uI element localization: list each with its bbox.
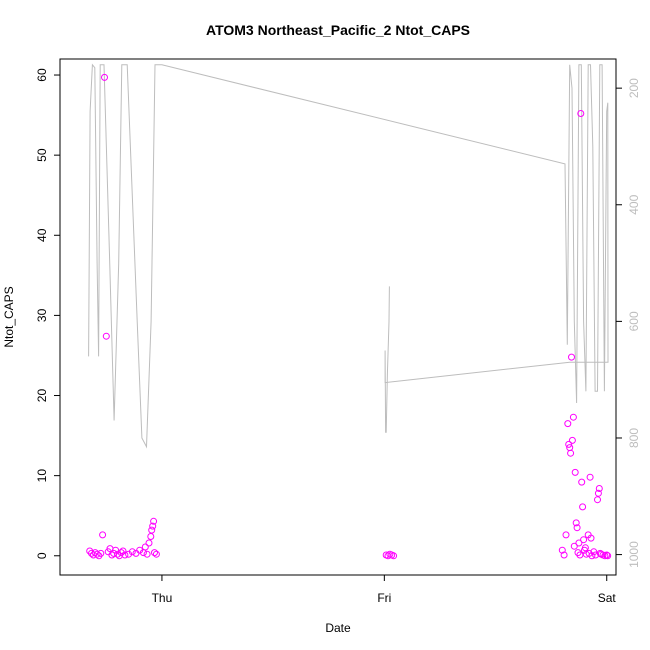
data-point — [560, 551, 568, 559]
y2-tick-label: 200 — [627, 78, 641, 98]
y-tick-label: 60 — [35, 68, 49, 82]
x-tick-label: Fri — [377, 591, 391, 605]
y2-tick-label: 1000 — [627, 541, 641, 568]
data-point — [578, 478, 586, 486]
data-point — [93, 550, 101, 558]
x-tick-label: Sat — [598, 591, 617, 605]
data-point — [588, 552, 596, 560]
y-tick-label: 0 — [35, 552, 49, 559]
data-point — [573, 524, 581, 532]
y-tick-label: 20 — [35, 389, 49, 403]
data-point — [143, 550, 151, 558]
point-series-layer — [86, 73, 612, 560]
data-point — [97, 549, 105, 557]
y-axis-label: Ntot_CAPS — [2, 286, 16, 347]
data-point — [117, 549, 125, 557]
data-point — [571, 468, 579, 476]
data-point — [112, 546, 120, 554]
data-point — [150, 517, 158, 525]
data-point — [594, 496, 601, 504]
data-point — [572, 519, 580, 527]
y-tick-label: 50 — [35, 148, 49, 162]
data-point — [562, 531, 570, 539]
data-point — [579, 503, 587, 511]
y2-tick-label: 800 — [627, 428, 641, 448]
data-point — [568, 436, 576, 444]
data-point — [132, 549, 140, 557]
data-point — [558, 546, 566, 554]
y-axis-right: 200 400 600 800 1000 — [616, 78, 641, 568]
data-point — [114, 550, 121, 558]
line-series-layer — [88, 63, 609, 449]
data-point — [99, 531, 107, 539]
chart-title: ATOM3 Northeast_Pacific_2 Ntot_CAPS — [206, 22, 470, 38]
data-point — [570, 542, 578, 550]
data-point — [128, 548, 136, 556]
data-point — [577, 110, 585, 117]
data-point — [147, 533, 155, 540]
y-tick-label: 10 — [35, 469, 49, 483]
data-point — [101, 73, 108, 81]
data-point — [569, 413, 577, 421]
y-axis-left: 0 10 20 30 40 50 60 — [35, 68, 60, 559]
data-point — [145, 539, 153, 547]
data-point — [565, 440, 573, 448]
data-point — [587, 534, 595, 542]
data-point — [119, 547, 127, 555]
data-point — [149, 522, 157, 530]
data-point — [102, 332, 110, 340]
data-point — [568, 353, 575, 361]
right-axis-series-line — [88, 63, 609, 449]
data-point — [575, 539, 583, 547]
data-point — [141, 543, 149, 551]
x-tick-label: Thu — [152, 591, 173, 605]
data-point — [595, 485, 603, 492]
y-tick-label: 40 — [35, 228, 49, 242]
data-point — [604, 552, 612, 560]
y2-tick-label: 400 — [627, 194, 641, 214]
data-point — [390, 552, 398, 560]
x-axis: Thu Fri Sat — [152, 575, 617, 605]
data-point — [567, 449, 575, 457]
data-point — [151, 549, 158, 557]
data-point — [121, 551, 129, 559]
y-tick-label: 30 — [35, 308, 49, 322]
data-point — [564, 420, 572, 428]
data-point — [586, 473, 594, 481]
plot-frame — [59, 58, 617, 576]
data-point — [581, 544, 589, 552]
data-point — [594, 489, 602, 497]
data-point — [603, 551, 611, 559]
y2-tick-label: 600 — [627, 311, 641, 331]
data-point — [136, 546, 144, 554]
data-point — [152, 550, 160, 558]
x-axis-label: Date — [325, 621, 351, 635]
data-point — [580, 536, 588, 544]
data-point — [148, 526, 156, 534]
data-point — [125, 550, 133, 558]
